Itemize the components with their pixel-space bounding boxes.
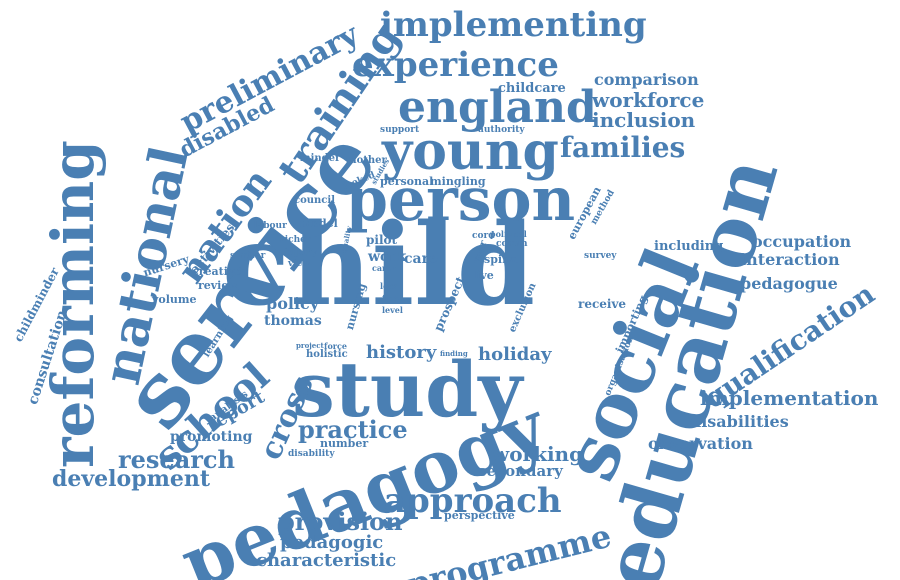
word-implementing: implementing [380,5,647,45]
word-interaction: interaction [740,250,840,269]
word-labour: labour [254,221,287,231]
word-occupation: occupation [752,232,852,251]
word-development: development [52,466,211,492]
word-number: number [320,437,369,450]
word-working: working [492,442,584,466]
word-disabilities: disabilities [690,412,789,431]
word-personal: personal [380,175,434,188]
word-history: history [366,342,437,363]
word-characteristic: characteristic [256,550,397,571]
word-political: political [490,229,527,239]
word-richer: richer [280,235,311,245]
word-secondary: secondary [478,462,563,480]
word-comparison: comparison [594,70,699,89]
word-review: review [198,279,238,292]
word-pedagogic: pedagogic [280,532,384,553]
word-project: project [296,341,324,350]
word-practice: practice [298,415,408,444]
word-pedagogue: pedagogue [740,274,838,293]
word-model: model [300,217,338,230]
word-injury: injury [284,247,318,258]
word-families: families [560,131,686,164]
word-finding: finding [440,349,468,358]
word-care: care [404,251,438,267]
word-research: research [118,445,235,474]
word-cord: cord [472,231,495,241]
word-implementation: implementation [700,386,879,410]
word-experience: experience [352,45,559,85]
word-mingling: mingling [430,175,486,188]
word-programme: programme [403,516,615,580]
word-work: work [368,249,407,265]
word-england: england [398,82,597,133]
word-similar: similar [230,251,266,261]
word-inclusion: inclusion [592,108,696,132]
word-support: support [380,125,420,135]
word-workforce: workforce [592,88,705,112]
word-provision: provision [278,507,403,536]
word-person: person [346,165,576,235]
word-reforming: reforming [39,140,107,468]
word-final: final [382,293,402,303]
word-minder: minder [300,153,341,164]
word-volume: volume [152,293,197,306]
word-survey: survey [584,251,617,261]
word-holistic: holistic [306,349,348,360]
word-mother: mother [346,155,387,166]
word-coram: coram [496,239,528,249]
word-council: council [294,195,335,206]
word-study: study [292,345,523,434]
word-approach: approach [384,481,562,521]
word-policy: policy [266,294,320,313]
word-spinal: spinal [484,253,522,266]
word-level: level [382,305,403,315]
word-perspective: perspective [444,509,515,522]
word-carer: carer [372,263,396,273]
word-authority: authority [478,125,525,135]
word-young: young [382,121,559,182]
word-view: view [288,259,311,269]
word-including: including [654,239,724,254]
word-child: child [222,200,536,331]
word-pilot: pilot [366,233,398,247]
word-disability: disability [288,449,335,459]
word-live: live [472,269,494,282]
word-local: local [380,281,402,291]
word-childcare: childcare [498,81,566,96]
word-holiday: holiday [478,344,552,365]
word-promoting: promoting [170,429,253,445]
word-creative: creative [192,265,242,278]
word-force: force [324,341,347,351]
word-observation: observation [648,434,753,453]
word-receive: receive [578,297,627,311]
word-thomas: thomas [264,313,322,329]
